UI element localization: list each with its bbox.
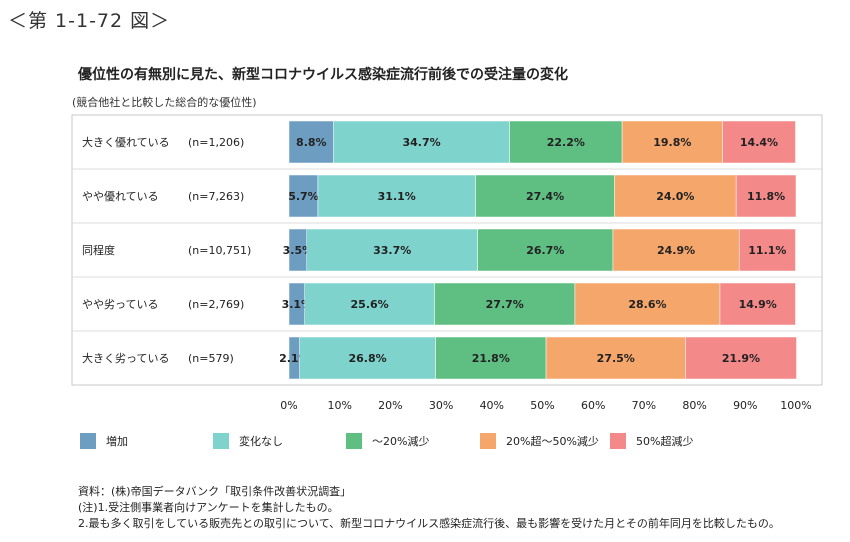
bar-segment: [738, 228, 796, 272]
x-tick-label: 10%: [327, 399, 351, 412]
data-label: 21.9%: [722, 352, 760, 365]
legend-label: 増加: [106, 435, 128, 448]
x-tick-label: 20%: [378, 399, 402, 412]
legend-label: 50%超減少: [636, 435, 694, 448]
legend: 増加 変化なし ～20%減少 20%超～50%減少 50%超減少: [80, 433, 780, 453]
data-label: 27.7%: [486, 298, 524, 311]
data-label: 14.9%: [739, 298, 777, 311]
data-label: 26.8%: [348, 352, 386, 365]
x-tick-label: 40%: [480, 399, 504, 412]
legend-swatch: [610, 433, 626, 449]
category-label: 大きく優れている: [82, 135, 170, 149]
bar-segment: [299, 336, 436, 380]
data-label: 27.4%: [526, 190, 564, 203]
bar-segment: [621, 120, 723, 164]
data-label: 19.8%: [653, 136, 691, 149]
category-label: 同程度: [82, 243, 115, 257]
x-tick-label: 80%: [682, 399, 706, 412]
data-label: 24.0%: [656, 190, 694, 203]
sample-size-label: (n=7,263): [188, 190, 244, 203]
data-label: 28.6%: [628, 298, 666, 311]
data-label: 14.4%: [740, 136, 778, 149]
stacked-bar-chart: 大きく優れている (n=1,206) 8.8% 34.7% 22.2% 19.8% 14.4…: [71, 114, 823, 412]
category-label: やや優れている: [82, 190, 159, 203]
bar-segment: [685, 336, 797, 380]
legend-swatch: [480, 433, 496, 449]
figure-label: ＜第 1-1-72 図＞: [8, 10, 171, 32]
bar-segment: [509, 120, 623, 164]
source-note: 資料：(株)帝国データバンク「取引条件改善状況調査」: [78, 485, 352, 498]
x-tick-label: 0%: [280, 399, 297, 412]
category-label: やや劣っている: [82, 297, 158, 311]
note-1: (注)1.受注側事業者向けアンケートを集計したもの。: [78, 501, 339, 514]
bar-segment: [719, 282, 796, 326]
bar-segment: [477, 228, 614, 272]
bar-segment: [304, 282, 435, 326]
bar-segment: [288, 174, 319, 218]
bar-segment: [435, 336, 547, 380]
bar-segment: [574, 282, 721, 326]
chart-subtitle: (競合他社と比較した総合的な優位性): [72, 96, 257, 109]
plot-frame: [71, 114, 823, 386]
legend-label: 変化なし: [239, 435, 283, 448]
sample-size-label: (n=579): [188, 352, 234, 365]
data-label: 22.2%: [547, 136, 585, 149]
bar-segment: [475, 174, 615, 218]
x-tick-label: 100%: [780, 399, 811, 412]
x-tick-label: 30%: [429, 399, 453, 412]
legend-item: 20%超～50%減少: [480, 433, 599, 449]
x-tick-label: 60%: [581, 399, 605, 412]
category-label: 大きく劣っている: [82, 351, 169, 365]
chart-title: 優位性の有無別に見た、新型コロナウイルス感染症流行前後での受注量の変化: [78, 67, 568, 83]
bar-segment: [545, 336, 686, 380]
data-label: 24.9%: [657, 244, 695, 257]
data-label: 5.7%: [288, 190, 319, 203]
legend-swatch: [80, 433, 96, 449]
x-tick-label: 70%: [632, 399, 656, 412]
legend-item: 増加: [80, 433, 128, 449]
bar-segment: [722, 120, 796, 164]
data-label: 34.7%: [402, 136, 440, 149]
x-tick-label: 50%: [530, 399, 554, 412]
sample-size-label: (n=2,769): [188, 298, 244, 311]
data-label: 21.8%: [472, 352, 510, 365]
sample-size-label: (n=10,751): [188, 244, 251, 257]
data-label: 25.6%: [351, 298, 389, 311]
legend-swatch: [346, 433, 362, 449]
bar-segment: [317, 174, 476, 218]
bar-segment: [333, 120, 510, 164]
legend-item: ～20%減少: [346, 433, 429, 449]
bar-segment: [612, 228, 740, 272]
sample-size-label: (n=1,206): [188, 136, 244, 149]
bar-segment: [306, 228, 478, 272]
data-label: 3.5%: [283, 244, 314, 257]
data-label: 33.7%: [373, 244, 411, 257]
legend-label: ～20%減少: [372, 435, 430, 448]
data-label: 11.8%: [747, 190, 785, 203]
notes: 資料：(株)帝国データバンク「取引条件改善状況調査」 (注)1.受注側事業者向け…: [78, 484, 780, 532]
bar-segment: [434, 282, 576, 326]
x-tick-label: 90%: [733, 399, 757, 412]
bar-segment: [614, 174, 737, 218]
legend-swatch: [213, 433, 229, 449]
legend-item: 変化なし: [213, 433, 283, 449]
data-label: 11.1%: [748, 244, 786, 257]
data-label: 8.8%: [296, 136, 327, 149]
data-label: 26.7%: [526, 244, 564, 257]
note-2: 2.最も多く取引をしている販売先との取引について、新型コロナウイルス感染症流行後…: [78, 517, 780, 530]
legend-item: 50%超減少: [610, 433, 693, 449]
legend-label: 20%超～50%減少: [506, 435, 599, 448]
data-label: 27.5%: [597, 352, 635, 365]
data-label: 31.1%: [378, 190, 416, 203]
bar-segment: [735, 174, 797, 218]
